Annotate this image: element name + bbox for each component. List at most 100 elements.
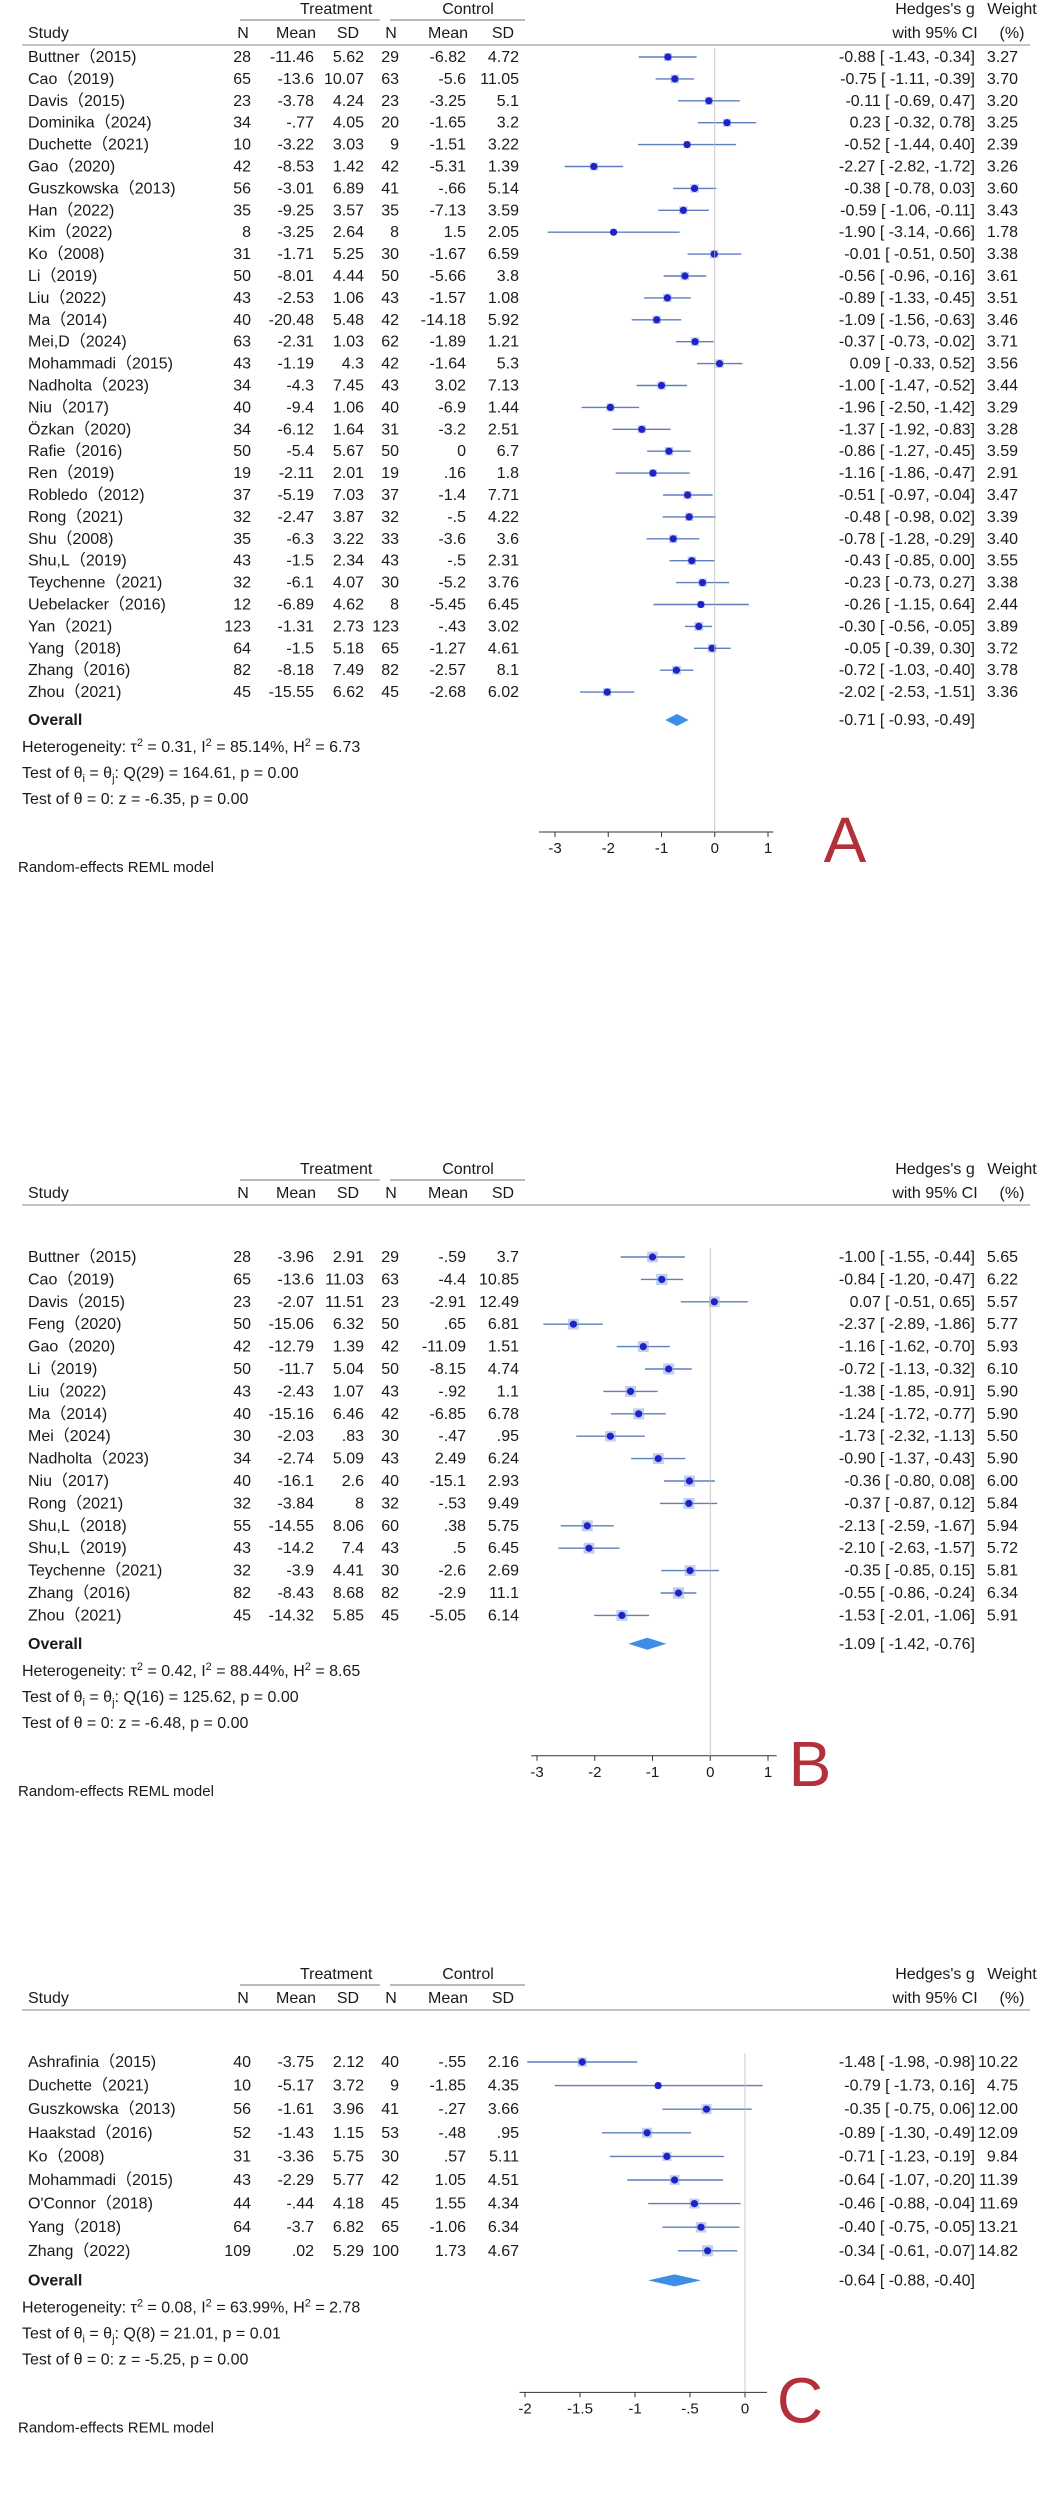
effect-point (715, 360, 724, 368)
study-label: Ma（2014) (28, 1405, 107, 1423)
control-n: 30 (381, 575, 399, 592)
study-label: Mohammadi（2015) (28, 355, 173, 373)
control-sd: 7.13 (488, 378, 519, 395)
control-sd: 6.02 (488, 684, 519, 701)
study-label: Rafie（2016) (28, 442, 122, 460)
effect-ci-text: -1.96 [ -2.50, -1.42] (839, 399, 975, 416)
control-mean: -.53 (438, 1495, 466, 1512)
control-sd: .95 (497, 2125, 519, 2142)
treatment-n: 45 (233, 1607, 251, 1624)
study-row: Mei,D（2024) 63 -2.31 1.03 62 -1.89 1.21 -0.37 [… (28, 333, 1018, 351)
control-sd: 5.92 (488, 312, 519, 329)
control-n: 9 (390, 137, 399, 154)
study-label: Shu,L（2018) (28, 1517, 127, 1535)
control-sd: 6.45 (488, 597, 519, 614)
control-header: Control (442, 1, 494, 18)
treatment-n: 52 (233, 2125, 251, 2142)
treatment-n: 43 (233, 1540, 251, 1557)
weight-value: 6.10 (987, 1361, 1018, 1378)
study-label: Yang（2018) (28, 639, 121, 657)
sd-header-control: SD (492, 1990, 514, 2007)
effect-point (638, 425, 646, 433)
control-sd: 4.67 (488, 2243, 519, 2260)
control-sd: 6.81 (488, 1316, 519, 1333)
control-sd: 11.05 (480, 71, 519, 88)
weight-header-line2: (%) (1000, 1990, 1025, 2007)
treatment-mean: -14.32 (269, 1607, 314, 1624)
n-header-control: N (385, 1185, 397, 1202)
effect-ci-text: -0.78 [ -1.28, -0.29] (839, 531, 975, 548)
effect-point (664, 53, 672, 61)
control-n: 50 (381, 443, 399, 460)
treatment-n: 32 (233, 1563, 251, 1580)
effect-point (653, 316, 661, 324)
treatment-mean: -8.01 (278, 268, 315, 285)
study-row: Han（2022) 35 -9.25 3.57 35 -7.13 3.59 -0.59 [ -… (28, 201, 1018, 219)
control-n: 123 (372, 618, 399, 635)
effect-ci-text: -0.37 [ -0.73, -0.02] (839, 334, 975, 351)
effect-ci-text: -1.00 [ -1.47, -0.52] (839, 378, 975, 395)
weight-value: 3.60 (987, 180, 1018, 197)
control-sd: 5.3 (497, 356, 519, 373)
effect-point (606, 1432, 614, 1440)
control-mean: -5.05 (430, 1607, 467, 1624)
effect-ci-text: -0.11 [ -0.69, 0.47] (845, 93, 975, 110)
control-sd: 6.78 (488, 1406, 519, 1423)
control-mean: -.55 (438, 2054, 466, 2071)
effect-point (626, 1387, 635, 1395)
x-axis-tick-label: -2 (588, 1764, 601, 1781)
effect-ci-text: -1.16 [ -1.86, -0.47] (839, 465, 975, 482)
effect-point (654, 1455, 662, 1463)
treatment-mean: -6.3 (286, 531, 314, 548)
control-mean: .5 (453, 1540, 466, 1557)
control-mean: -.43 (438, 618, 466, 635)
panel-letter: C (777, 2364, 823, 2436)
effect-point (697, 600, 705, 609)
treatment-n: 23 (233, 93, 251, 110)
effect-point (691, 338, 699, 346)
treatment-n: 56 (233, 2101, 251, 2118)
study-label: Mohammadi（2015) (28, 2171, 173, 2189)
treatment-sd: 5.29 (333, 2243, 364, 2260)
effect-ci-text: -0.46 [ -0.88, -0.04] (839, 2196, 975, 2213)
treatment-n: 64 (233, 640, 251, 657)
control-mean: -2.9 (438, 1585, 466, 1602)
treatment-sd: 4.62 (333, 597, 364, 614)
x-axis-tick-label: 1 (764, 1764, 772, 1781)
weight-value: 12.00 (978, 2101, 1018, 2118)
control-n: 50 (381, 268, 399, 285)
overall-label: Overall (28, 1636, 82, 1653)
effect-ci-text: -1.90 [ -3.14, -0.66] (839, 224, 975, 241)
treatment-sd: 1.39 (333, 1339, 364, 1356)
treatment-mean: -2.07 (278, 1294, 315, 1311)
treatment-sd: 3.96 (333, 2101, 364, 2118)
effect-point (671, 75, 679, 83)
control-sd: 1.39 (488, 159, 519, 176)
effect-ci-text: -0.51 [ -0.97, -0.04] (839, 487, 975, 504)
study-row: Özkan（2020) 34 -6.12 1.64 31 -3.2 2.51 -1.37 [ … (28, 420, 1018, 438)
treatment-sd: 6.82 (333, 2219, 364, 2236)
treatment-mean: -2.53 (278, 290, 315, 307)
weight-value: 5.84 (987, 1495, 1018, 1512)
control-mean: .65 (444, 1316, 466, 1333)
z-test-text: Test of θ = 0: z = -6.35, p = 0.00 (22, 791, 248, 808)
weight-value: 5.90 (987, 1406, 1018, 1423)
control-sd: 3.7 (497, 1249, 519, 1266)
effect-point (708, 644, 716, 652)
control-mean: -.92 (438, 1383, 466, 1400)
control-mean: -1.06 (430, 2219, 467, 2236)
effect-point (648, 1253, 657, 1261)
study-row: Cao（2019) 65 -13.6 10.07 63 -5.6 11.05 -0.75 [ … (28, 70, 1018, 88)
study-row: Ko（2008) 31 -1.71 5.25 30 -1.67 6.59 -0.01 [ -0… (28, 245, 1018, 263)
control-sd: 6.7 (497, 443, 519, 460)
control-sd: 3.8 (497, 268, 519, 285)
treatment-n: 32 (233, 1495, 251, 1512)
x-axis-tick-label: -1.5 (567, 2400, 593, 2417)
weight-value: 2.44 (987, 597, 1018, 614)
effect-ci-text: -0.23 [ -0.73, 0.27] (844, 575, 975, 592)
n-header-control: N (385, 25, 397, 42)
treatment-sd: 2.64 (333, 224, 364, 241)
treatment-mean: -6.12 (278, 421, 315, 438)
study-row: Cao（2019) 65 -13.6 11.03 63 -4.4 10.85 -0.84 [ … (28, 1270, 1018, 1288)
effect-ci-text: -0.88 [ -1.43, -0.34] (839, 49, 975, 66)
